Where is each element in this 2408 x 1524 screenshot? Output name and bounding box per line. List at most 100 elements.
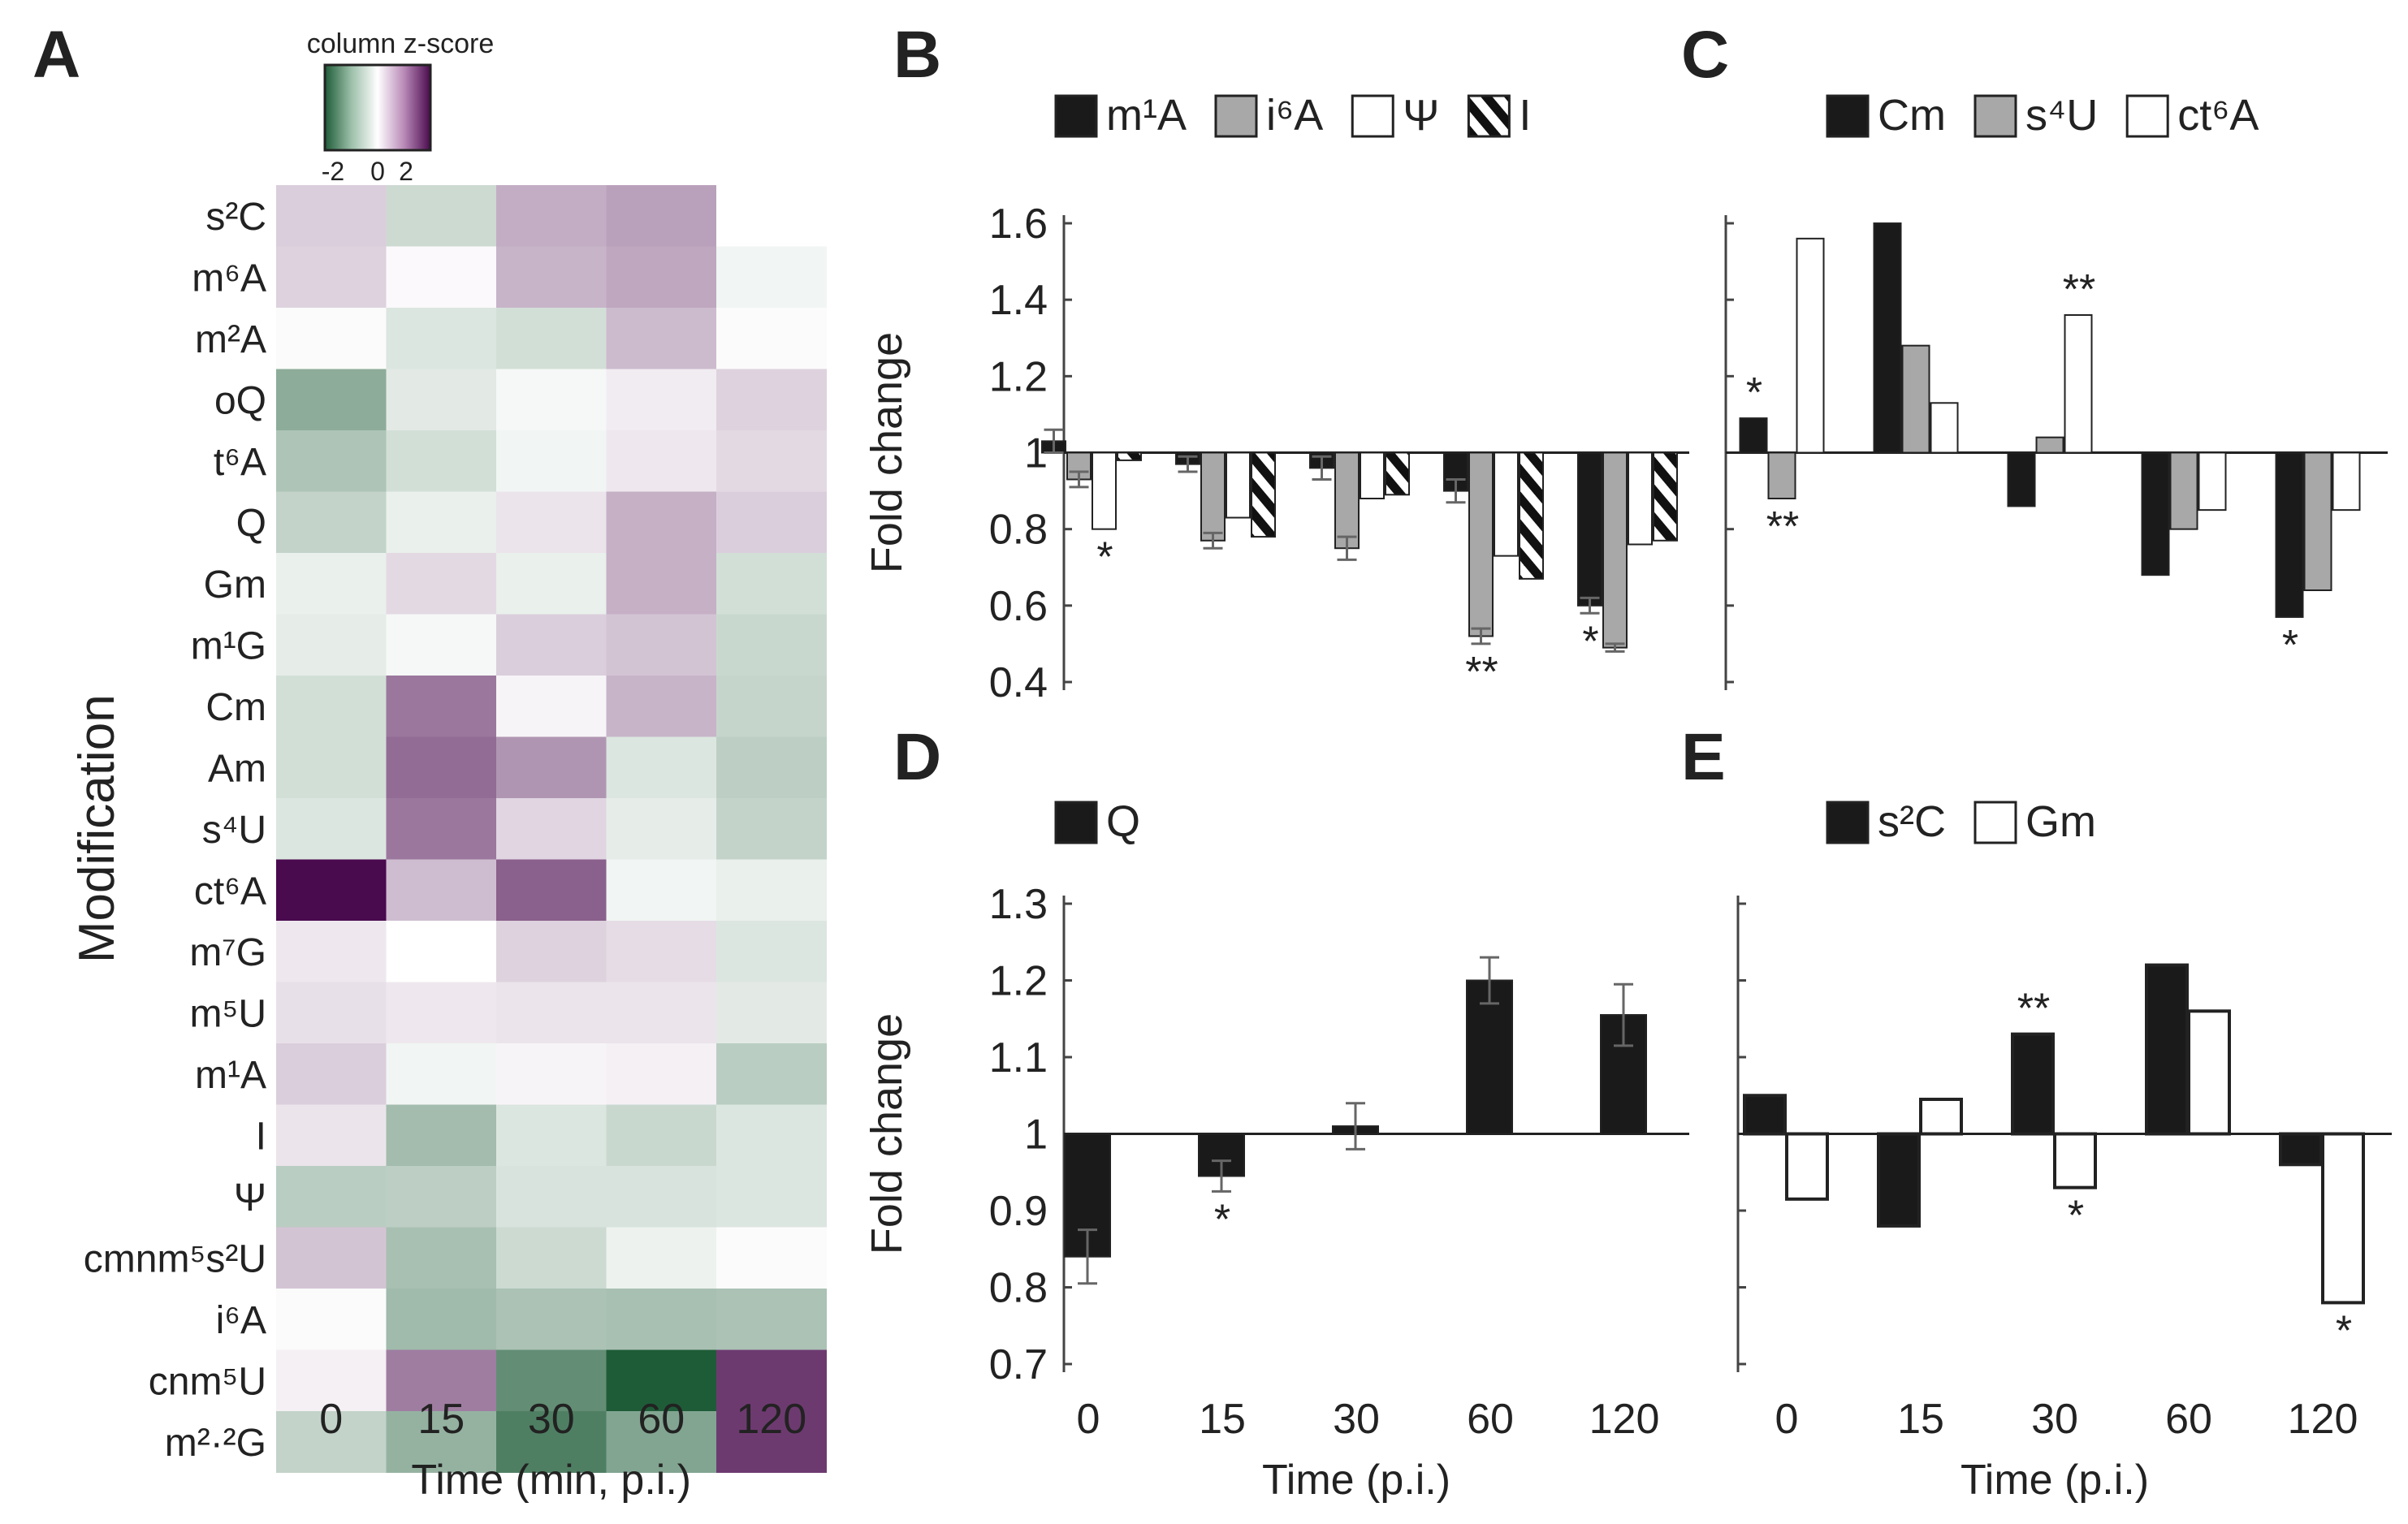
heatmap-cell [386, 1043, 497, 1105]
heatmap-x-label: Time (min, p.i.) [411, 1457, 691, 1504]
heatmap-cell [496, 1227, 607, 1289]
heatmap-row-label: Am [208, 747, 266, 790]
heatmap-cell [276, 798, 387, 860]
heatmap-cell [386, 1411, 497, 1473]
heatmap-cell [276, 614, 387, 676]
heatmap-cell [276, 676, 387, 737]
colorbar-tick: -2 [322, 157, 344, 186]
heatmap-cell [606, 1411, 717, 1473]
bar [2198, 451, 2227, 512]
heatmap-cell [496, 1289, 607, 1350]
heatmap-cell [606, 859, 717, 922]
heatmap-cell [716, 553, 827, 615]
heatmap-cell [716, 1043, 827, 1105]
heatmap-cell [496, 676, 607, 737]
significance-marker: ** [1465, 649, 1498, 696]
heatmap-row-label: m⁷G [189, 931, 266, 974]
heatmap-cell [386, 859, 497, 922]
legend-label: s²C [1878, 797, 1946, 846]
heatmap-cell [606, 676, 717, 737]
heatmap-cell [276, 246, 387, 309]
bar [1653, 451, 1678, 542]
heatmap-cell [496, 246, 607, 309]
y-tick-label: 1.2 [989, 958, 1048, 1005]
panel-letter-c: C [1681, 18, 1729, 92]
y-axis-label: Fold change [862, 332, 911, 573]
panel-letter-e: E [1681, 720, 1726, 794]
legend-swatch [1974, 94, 2017, 138]
bar [1796, 237, 1825, 454]
y-tick-label: 1.4 [989, 277, 1048, 324]
x-tick-label: 60 [2165, 1396, 2212, 1443]
heatmap-cell [606, 1227, 717, 1289]
heatmap-cell [496, 982, 607, 1044]
bar [1494, 451, 1519, 557]
heatmap-cell [496, 491, 607, 554]
heatmap-cell [716, 614, 827, 676]
heatmap-cell [386, 553, 497, 615]
legend-label: Q [1106, 797, 1140, 846]
heatmap-cell [716, 736, 827, 799]
bar [1602, 451, 1628, 649]
heatmap-cell [276, 553, 387, 615]
bar [1519, 451, 1544, 580]
bar [1117, 451, 1142, 461]
heatmap-cell [276, 1227, 387, 1289]
heatmap-cell [276, 859, 387, 922]
heatmap-cell [386, 736, 497, 799]
significance-marker: * [2068, 1193, 2084, 1240]
heatmap-x-tick: 60 [638, 1396, 685, 1443]
heatmap-cell [276, 185, 387, 247]
heatmap-cell [716, 921, 827, 982]
bar [1360, 451, 1385, 499]
panel-e-bar-chart: 0 15 30 60 120****Time (p.i.)s²C Gm [1736, 797, 2392, 1504]
heatmap-cell [386, 430, 497, 492]
heatmap-cell [716, 982, 827, 1044]
heatmap-cell [276, 1411, 387, 1473]
heatmap-cell [276, 369, 387, 431]
x-tick-label: 30 [1333, 1396, 1380, 1443]
heatmap-row-label: Q [236, 502, 266, 545]
significance-marker: ** [2017, 986, 2050, 1033]
heatmap-cell [606, 921, 717, 982]
legend-label: Ψ [1403, 91, 1439, 140]
significance-marker: ** [1766, 503, 1799, 550]
heatmap-row-label: m²·²G [165, 1422, 266, 1465]
bar [1577, 451, 1602, 607]
significance-marker: ** [2063, 266, 2095, 313]
heatmap-cell [716, 798, 827, 860]
heatmap-cell [276, 1166, 387, 1228]
heatmap-cell [606, 1104, 717, 1167]
heatmap-row-label: I [256, 1115, 266, 1158]
bar [1785, 1132, 1829, 1201]
significance-marker: * [1582, 618, 1598, 665]
heatmap-cell [276, 1349, 387, 1412]
heatmap-cell [496, 1166, 607, 1228]
bar [2141, 451, 2170, 576]
heatmap-cell [606, 1166, 717, 1228]
bar [1092, 451, 1117, 530]
heatmap-cell [716, 430, 827, 492]
bar [2053, 1132, 2097, 1189]
heatmap-cell [386, 1104, 497, 1167]
heatmap-cell [716, 1411, 827, 1473]
heatmap-cell [386, 491, 497, 554]
panel-letter-d: D [893, 720, 941, 794]
heatmap-row-label: Cm [205, 686, 266, 729]
heatmap-cell [496, 798, 607, 860]
legend-label: Cm [1878, 91, 1946, 140]
bar [1385, 451, 1410, 496]
x-axis-label: Time (p.i.) [1961, 1457, 2149, 1504]
heatmap-cell [386, 185, 497, 247]
heatmap-cell [496, 736, 607, 799]
x-tick-label: 120 [1589, 1396, 1660, 1443]
heatmap-cell [716, 859, 827, 922]
heatmap-row-label: m⁵U [189, 992, 266, 1035]
legend-label: s⁴U [2025, 91, 2098, 140]
heatmap-row-label: cnm⁵U [149, 1360, 266, 1403]
heatmap-row-label: ct⁶A [194, 870, 266, 913]
heatmap-cell [386, 246, 497, 309]
x-tick-label: 15 [1199, 1396, 1246, 1443]
